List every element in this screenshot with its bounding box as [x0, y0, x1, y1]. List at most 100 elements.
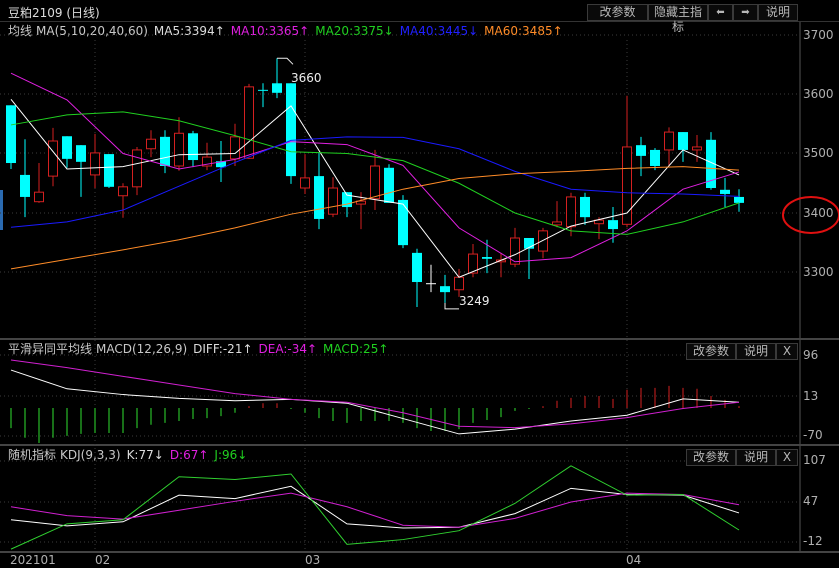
candle-up [622, 146, 632, 225]
d-line [10, 492, 740, 528]
ma60-value: MA60:3485↑ [484, 24, 563, 38]
ma-params: MA(5,10,20,40,60) [36, 24, 148, 38]
kdj-change-params-button[interactable]: 改参数 [686, 449, 736, 466]
ma-line-ma5 [10, 99, 740, 278]
candle-up [34, 191, 44, 203]
candle-down [412, 252, 422, 283]
kdj-y-tick: -12 [803, 534, 823, 548]
candle-down [188, 133, 198, 161]
chart-title: 豆粕2109 (日线) [8, 6, 100, 20]
macd-y-tick: -70 [803, 428, 823, 442]
x-tick: 03 [305, 553, 321, 567]
candle-up [132, 149, 142, 188]
candle-down [398, 199, 408, 246]
candle-down [258, 89, 268, 91]
kdj-help-button[interactable]: 说明 [736, 449, 776, 466]
candle-up [90, 152, 100, 176]
x-tick: 02 [95, 553, 111, 567]
candle-down [160, 136, 170, 166]
ma-name: 均线 [8, 24, 33, 38]
candle-down [440, 286, 450, 293]
y-tick: 3500 [803, 146, 834, 160]
y-tick: 3300 [803, 265, 834, 279]
candle-down [6, 105, 16, 164]
candle-down [286, 83, 296, 177]
candle-up [328, 187, 338, 215]
ma10-value: MA10:3365↑ [230, 24, 310, 38]
kdj-close-button[interactable]: X [776, 449, 798, 466]
candle-down [482, 257, 492, 259]
arrow-left-icon[interactable]: ⬅ [708, 4, 733, 21]
ma-line-ma60 [10, 166, 740, 270]
dea-value: DEA:-34↑ [258, 342, 318, 356]
candle-up [118, 186, 128, 197]
main-legend: 均线 MA(5,10,20,40,60) MA5:3394↑ MA10:3365↑ MA… [8, 23, 569, 39]
candle-down [706, 139, 716, 189]
candle-down [314, 176, 324, 219]
x-tick: 04 [626, 553, 642, 567]
j-line [10, 465, 740, 550]
scrollbar-handle [0, 190, 3, 230]
ma-line-ma20 [10, 111, 740, 235]
candle-up [468, 253, 478, 274]
dea-line [10, 359, 740, 429]
y-tick: 3700 [803, 28, 834, 42]
macd-close-button[interactable]: X [776, 343, 798, 360]
change-params-button[interactable]: 改参数 [587, 4, 648, 21]
candle-up [566, 196, 576, 228]
candle-down [426, 283, 436, 285]
candle-up [230, 136, 240, 160]
ma40-value: MA40:3445↓ [399, 24, 479, 38]
kdj-y-tick: 47 [803, 494, 819, 508]
candle-down [62, 136, 72, 159]
candle-up [664, 131, 674, 151]
d-value: D:67↑ [169, 448, 209, 462]
x-tick: 202101 [10, 553, 56, 567]
annotation-circle [782, 196, 839, 234]
ma5-value: MA5:3394↑ [153, 24, 225, 38]
macd-value: MACD:25↑ [323, 342, 389, 356]
ma-line-ma40 [10, 136, 740, 228]
candle-up [510, 237, 520, 265]
y-tick: 3400 [803, 206, 834, 220]
macd-help-button[interactable]: 说明 [736, 343, 776, 360]
candle-down [650, 149, 660, 166]
low-label: 3249 [459, 294, 490, 308]
macd-y-tick: 96 [803, 348, 819, 362]
hide-main-indicator-button[interactable]: 隐藏主指标 [648, 4, 708, 34]
ma-line-ma10 [10, 72, 740, 263]
diff-line [10, 369, 740, 435]
kdj-name: 随机指标 [8, 448, 57, 462]
candle-up [552, 221, 562, 226]
candle-up [48, 140, 58, 177]
diff-value: DIFF:-21↑ [193, 342, 253, 356]
macd-name: 平滑异同平均线 [8, 342, 93, 356]
candle-down [636, 145, 646, 156]
candle-up [300, 177, 310, 189]
candle-down [104, 154, 114, 187]
help-button[interactable]: 说明 [758, 4, 798, 21]
candle-up [244, 86, 254, 159]
low-marker [444, 302, 459, 310]
y-tick: 3600 [803, 87, 834, 101]
ma20-value: MA20:3375↓ [315, 24, 394, 38]
candle-up [594, 219, 604, 225]
kdj-legend: 随机指标 KDJ(9,3,3) K:77↓ D:67↑ J:96↓ [8, 447, 253, 463]
j-value: J:96↓ [214, 448, 248, 462]
k-value: K:77↓ [126, 448, 164, 462]
macd-legend: 平滑异同平均线 MACD(12,26,9) DIFF:-21↑ DEA:-34↑ MAC… [8, 341, 394, 357]
candle-up [692, 146, 702, 151]
k-line [10, 485, 740, 529]
candle-up [356, 200, 366, 205]
candle-up [454, 276, 464, 291]
candle-up [370, 165, 380, 200]
candle-down [216, 161, 226, 168]
candle-down [608, 220, 618, 230]
macd-change-params-button[interactable]: 改参数 [686, 343, 736, 360]
arrow-right-icon[interactable]: ➡ [733, 4, 758, 21]
candle-up [174, 132, 184, 167]
candle-down [272, 83, 282, 93]
candle-down [384, 167, 394, 203]
candle-down [76, 145, 86, 162]
